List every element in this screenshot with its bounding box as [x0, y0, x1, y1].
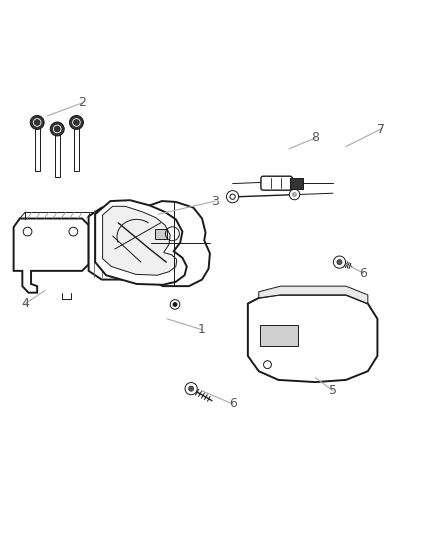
- Polygon shape: [102, 206, 177, 275]
- FancyBboxPatch shape: [290, 177, 303, 189]
- Text: 7: 7: [376, 123, 384, 135]
- Text: 2: 2: [78, 96, 86, 109]
- Circle shape: [332, 256, 345, 268]
- FancyBboxPatch shape: [35, 127, 40, 171]
- Text: 4: 4: [21, 297, 29, 310]
- Polygon shape: [149, 201, 209, 286]
- FancyBboxPatch shape: [74, 127, 79, 171]
- Circle shape: [184, 383, 197, 395]
- FancyBboxPatch shape: [54, 134, 60, 177]
- Text: 3: 3: [211, 195, 219, 207]
- FancyBboxPatch shape: [259, 325, 297, 346]
- Circle shape: [30, 116, 44, 130]
- Polygon shape: [95, 200, 186, 285]
- Polygon shape: [14, 219, 88, 293]
- FancyBboxPatch shape: [260, 176, 292, 190]
- Text: 8: 8: [311, 131, 319, 144]
- Circle shape: [50, 122, 64, 136]
- Text: 6: 6: [228, 398, 236, 410]
- Circle shape: [336, 260, 341, 265]
- Polygon shape: [247, 295, 377, 382]
- Polygon shape: [88, 208, 149, 280]
- Text: 5: 5: [328, 384, 336, 397]
- Text: 6: 6: [359, 266, 367, 279]
- FancyBboxPatch shape: [155, 229, 167, 239]
- Circle shape: [188, 386, 193, 391]
- Circle shape: [69, 116, 83, 130]
- Text: 1: 1: [198, 323, 205, 336]
- Circle shape: [291, 192, 297, 197]
- Circle shape: [289, 189, 299, 200]
- Circle shape: [173, 303, 177, 306]
- Polygon shape: [258, 286, 367, 304]
